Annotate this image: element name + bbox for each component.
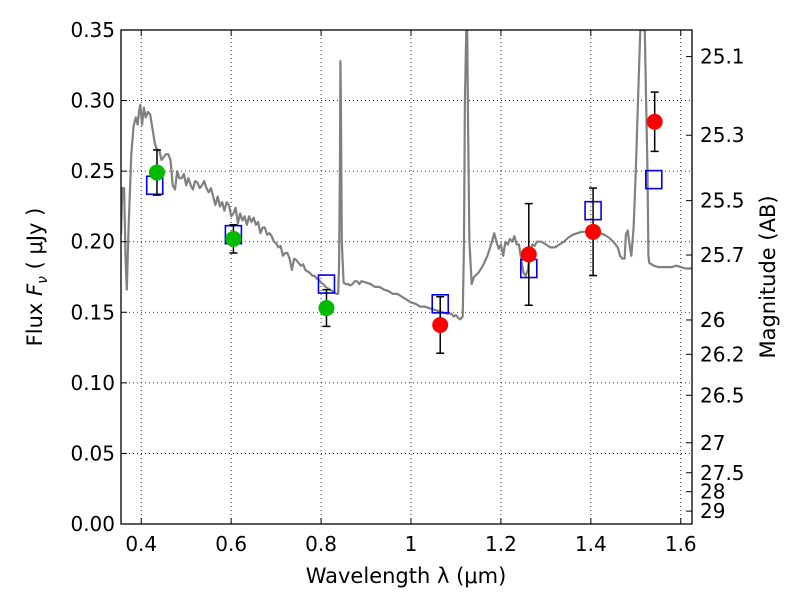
observed-flux-point — [646, 113, 663, 130]
y-tick-label: 0.05 — [70, 441, 115, 465]
observed-flux-point — [225, 230, 242, 247]
mag-tick-label: 27 — [700, 431, 725, 455]
mag-tick-label: 25.5 — [700, 189, 745, 213]
y-tick-label: 0.25 — [70, 159, 115, 183]
observed-flux-point — [520, 246, 537, 263]
y-tick-label: 0.35 — [70, 18, 115, 42]
y-axis-title: Flux Fν ( μJy ) — [23, 208, 51, 347]
plot-area — [121, 30, 692, 321]
mag-tick-label: 25.1 — [700, 45, 745, 69]
x-tick-label: 0.4 — [125, 532, 157, 556]
x-tick-label: 1.4 — [575, 532, 607, 556]
x-tick-label: 1.2 — [485, 532, 517, 556]
y-tick-label: 0.15 — [70, 300, 115, 324]
mag-tick-label: 26 — [700, 308, 725, 332]
x-axis-title: Wavelength λ (μm) — [306, 564, 507, 588]
mag-tick-label: 27.5 — [700, 461, 745, 485]
right-axis-title: Magnitude (AB) — [756, 195, 780, 358]
mag-tick-label: 26.5 — [700, 383, 745, 407]
mag-tick-label: 25.3 — [700, 123, 745, 147]
y-tick-label: 0.00 — [70, 512, 115, 536]
y-tick-label: 0.10 — [70, 371, 115, 395]
mag-tick-label: 28 — [700, 480, 725, 504]
x-tick-label: 0.6 — [215, 532, 247, 556]
mag-tick-label: 29 — [700, 499, 725, 523]
mag-tick-label: 25.7 — [700, 243, 745, 267]
observed-flux-point — [585, 223, 602, 240]
markers — [145, 91, 663, 354]
model-photometry-square — [644, 169, 663, 190]
plot-frame — [120, 29, 693, 525]
y-tick-label: 0.20 — [70, 230, 115, 254]
axis-ticks: 0.4 0.6 0.8 1 1.2 1.4 1.6 0.00 0.05 0.10 0.15 0.20 0… — [70, 18, 744, 556]
spectrum-line — [121, 30, 692, 321]
y-tick-label: 0.30 — [70, 89, 115, 113]
observed-flux-point — [148, 164, 165, 181]
x-tick-label: 1.6 — [665, 532, 697, 556]
mag-tick-label: 26.2 — [700, 342, 745, 366]
observed-flux-point — [318, 300, 335, 317]
observed-flux-point — [432, 316, 449, 333]
x-tick-label: 0.8 — [305, 532, 337, 556]
x-tick-label: 1 — [405, 532, 418, 556]
